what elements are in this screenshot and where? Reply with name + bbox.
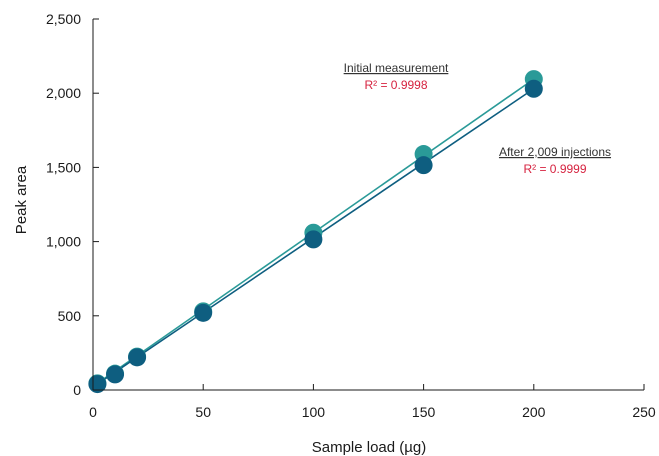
point-after [414,156,433,175]
y-axis-title: Peak area [13,165,30,234]
y-axis-ticks: 0 500 1,000 1,500 2,000 2,500 [46,11,99,398]
point-after [524,79,543,98]
y-tick-label: 2,500 [46,11,81,27]
y-tick-label: 1,000 [46,234,81,250]
annotation-initial-r2: R² = 0.9998 [364,78,427,92]
y-tick-label: 2,000 [46,85,81,101]
x-tick-label: 150 [412,404,436,420]
y-tick-label: 500 [58,308,82,324]
point-after [128,348,147,367]
y-tick-label: 0 [73,382,81,398]
x-tick-label: 50 [195,404,211,420]
annotation-initial-title: Initial measurement [344,61,449,75]
y-tick-label: 1,500 [46,159,81,175]
x-axis-title: Sample load (µg) [312,439,427,456]
annotation-after-title: After 2,009 injections [499,145,611,159]
x-tick-label: 0 [89,404,97,420]
annotation-after-r2: R² = 0.9999 [523,162,586,176]
x-tick-label: 200 [522,404,546,420]
point-after [194,303,213,322]
x-tick-label: 250 [632,404,656,420]
point-after [106,365,125,384]
x-axis-ticks: 0 50 100 150 200 250 [89,384,656,420]
point-after [304,230,323,249]
x-tick-label: 100 [302,404,326,420]
